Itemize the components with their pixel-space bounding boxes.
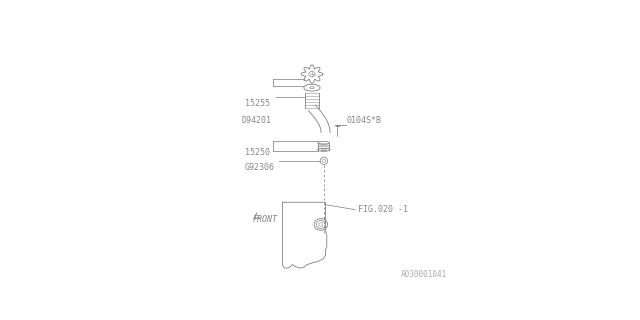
Text: FRONT: FRONT xyxy=(253,215,278,224)
Text: FIG.020 -1: FIG.020 -1 xyxy=(358,205,408,214)
Text: 15250: 15250 xyxy=(245,148,270,157)
Text: A030001041: A030001041 xyxy=(401,270,447,279)
Text: 15255: 15255 xyxy=(245,99,270,108)
Text: 0104S*B: 0104S*B xyxy=(346,116,381,125)
Text: D94201: D94201 xyxy=(241,116,271,125)
Text: G92306: G92306 xyxy=(245,163,275,172)
